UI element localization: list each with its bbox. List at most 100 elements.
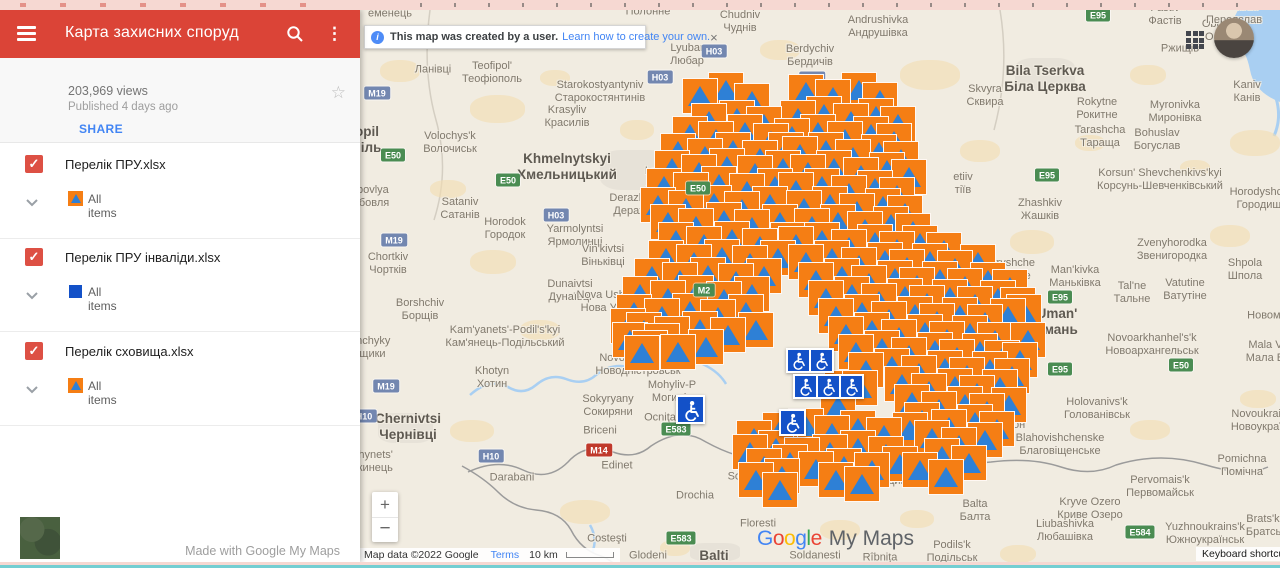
map-place-label: Sataniv Сатанів (440, 195, 480, 221)
banner-close-icon[interactable]: × (710, 29, 718, 45)
road-badge: E583 (661, 422, 691, 436)
all-items-label[interactable]: All items (88, 192, 117, 220)
search-icon[interactable] (286, 25, 304, 43)
terrain-patch (520, 320, 560, 340)
map-place-label: Chernivtsi Чернівці (374, 410, 442, 442)
map-place-label: Vatutine Ватутіне (1163, 276, 1207, 302)
map-place-label: Briceni (583, 424, 617, 437)
layer-item-skhovyshcha: ✓ Перелік сховища.xlsx All items (0, 342, 360, 426)
map-stats-section: 203,969 views Published 4 days ago SHARE… (0, 58, 360, 143)
map-place-label: NovoukrainkНовоукраїнк (1230, 407, 1280, 433)
shelter-marker[interactable] (844, 466, 880, 502)
accessible-marker-group[interactable] (786, 348, 834, 373)
map-place-label: Balta Балта (959, 497, 991, 523)
map-place-label: Rîbnița (862, 551, 898, 562)
wheelchair-icon[interactable] (811, 350, 832, 371)
map-place-label: Khmelnytskyi Хмельницький (517, 150, 617, 182)
wheelchair-icon[interactable] (781, 411, 804, 434)
map-place-label: Costeşti (587, 532, 627, 545)
layer-checkbox[interactable]: ✓ (25, 342, 43, 360)
urban-area-patch (690, 543, 740, 561)
share-button[interactable]: SHARE (79, 122, 124, 136)
triangle-icon (688, 86, 712, 106)
layer-title[interactable]: Перелік ПРУ інваліди.xlsx (65, 250, 221, 265)
shelter-marker[interactable] (624, 335, 660, 371)
terrain-patch (380, 60, 420, 82)
terrain-patch (560, 500, 610, 524)
map-place-label: rebovlyaребовля (360, 183, 390, 209)
more-vertical-icon[interactable]: ⋮ (326, 24, 343, 43)
wheelchair-icon[interactable] (678, 397, 703, 422)
scale-label: 10 km (529, 549, 558, 561)
map-place-label: Edinet (601, 459, 633, 472)
map-place-label: Holovanivs'k Голованівськ (1064, 395, 1130, 421)
road-badge: H03 (647, 70, 673, 84)
all-items-label[interactable]: All items (88, 285, 117, 313)
shelter-marker[interactable] (762, 472, 798, 508)
road-badge: E50 (380, 148, 406, 162)
zoom-out-button[interactable]: − (372, 517, 398, 542)
wheelchair-icon[interactable] (788, 350, 809, 371)
top-strip-marks-left (20, 3, 320, 7)
road-badge: E95 (1085, 10, 1111, 22)
map-place-label: Uman' Умань (1036, 305, 1078, 337)
hamburger-menu-icon[interactable] (17, 26, 36, 41)
zoom-in-button[interactable]: + (380, 495, 390, 514)
banner-learn-link[interactable]: Learn how to create your own. (562, 31, 711, 43)
user-avatar[interactable] (1214, 18, 1254, 58)
accessible-marker-group[interactable] (779, 409, 806, 436)
terrain-patch (1180, 160, 1210, 176)
layer-title[interactable]: Перелік сховища.xlsx (65, 344, 194, 359)
views-count: 203,969 views (68, 84, 148, 98)
triangle-marker-icon (68, 191, 83, 206)
wheelchair-icon[interactable] (818, 376, 839, 397)
map-place-label: Soldanesti (789, 549, 841, 562)
all-items-label[interactable]: All items (88, 379, 117, 407)
terms-link[interactable]: Terms (490, 549, 520, 561)
shelter-marker[interactable] (928, 459, 964, 495)
map-zoom-controls: + − (372, 492, 398, 542)
urban-area-patch (1015, 58, 1075, 90)
layer-title[interactable]: Перелік ПРУ.xlsx (65, 157, 166, 172)
terrain-patch (450, 420, 494, 442)
wheelchair-icon[interactable] (841, 376, 862, 397)
map-place-label: Новомир (1247, 309, 1280, 322)
triangle-icon (768, 480, 792, 500)
google-logo-letter: G (757, 527, 773, 550)
layer-divider (0, 425, 360, 426)
road-badge: E95 (1047, 290, 1073, 304)
accessible-marker-group[interactable] (676, 395, 705, 424)
layer-item-pru: ✓ Перелік ПРУ.xlsx All items (0, 155, 360, 239)
chevron-down-icon[interactable] (26, 194, 38, 212)
map-preview-thumbnail[interactable] (20, 517, 60, 559)
triangle-icon (824, 470, 848, 490)
map-place-label: opilпіль (360, 123, 382, 155)
star-icon[interactable]: ☆ (330, 83, 346, 102)
terrain-patch (820, 520, 860, 540)
map-place-label: Yarmolyntsi Ярмолинці (546, 222, 604, 248)
chevron-down-icon[interactable] (26, 381, 38, 399)
country-border-md-ro (461, 465, 614, 562)
map-viewport[interactable]: i This map was created by a user. Learn … (360, 10, 1280, 562)
terrain-patch (470, 95, 525, 123)
keyboard-shortcuts-button[interactable]: Keyboard shortcuts (1196, 547, 1280, 561)
map-place-label: Andrushivka Андрушівка (847, 13, 909, 39)
triangle-marker-icon (68, 378, 83, 393)
road-badge: E584 (1125, 525, 1155, 539)
wheelchair-icon[interactable] (795, 376, 816, 397)
layer-checkbox[interactable]: ✓ (25, 248, 43, 266)
google-apps-grid-icon[interactable] (1186, 31, 1206, 51)
shelter-marker[interactable] (660, 334, 696, 370)
terrain-patch (470, 250, 516, 274)
chevron-down-icon[interactable] (26, 287, 38, 305)
road-badge: E95 (1034, 168, 1060, 182)
road-badge: E50 (1168, 358, 1194, 372)
layer-checkbox[interactable]: ✓ (25, 155, 43, 173)
map-place-label: Korsun' Shevchenkivs'kyi Корсунь-Шевченкі… (1097, 166, 1223, 192)
urban-area-patch (378, 413, 433, 443)
terrain-patch (1210, 225, 1250, 247)
accessible-marker-group[interactable] (793, 374, 864, 399)
map-place-label: Bila Tserkva Біла Церква (1004, 62, 1086, 94)
map-place-label: Ланівці (414, 63, 452, 76)
water-river-dnieper (1272, 97, 1280, 137)
